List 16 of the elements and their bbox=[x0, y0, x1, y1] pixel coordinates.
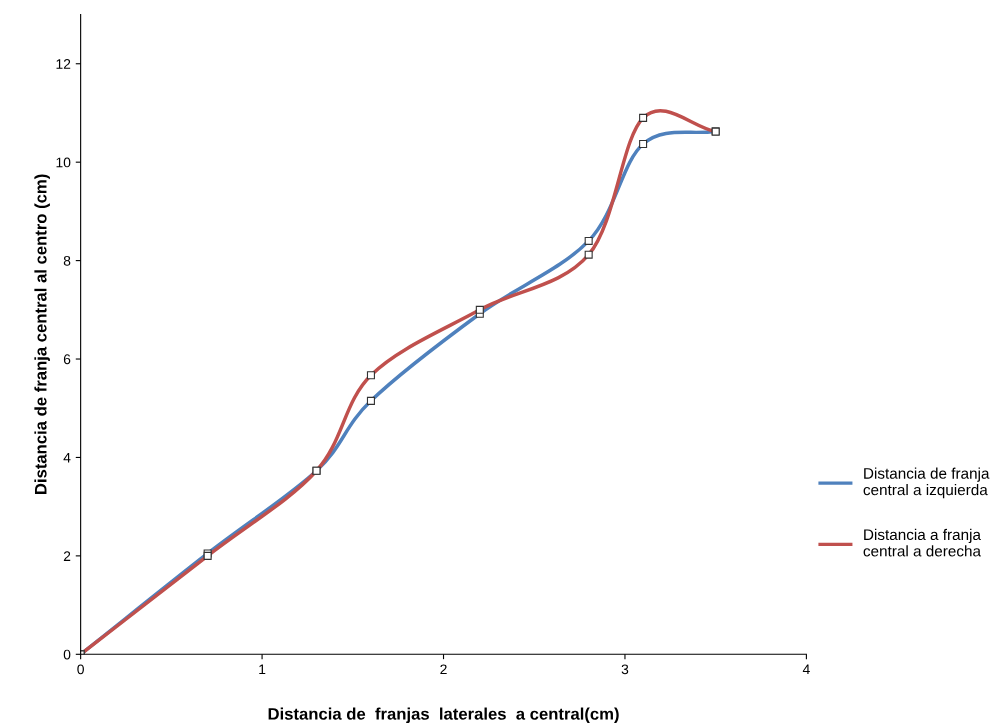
y-tick-label: 2 bbox=[63, 551, 71, 561]
y-axis-title: Distancia de franja central al centro (cm) bbox=[34, 174, 50, 494]
legend-label: Distancia de franja central a izquierda bbox=[863, 467, 990, 499]
x-tick-label: 3 bbox=[621, 664, 629, 675]
y-tick-label: 12 bbox=[56, 59, 71, 69]
y-tick-label: 0 bbox=[63, 649, 71, 660]
legend-label: Distancia a franja central a derecha bbox=[863, 528, 981, 557]
y-tick-label: 6 bbox=[63, 354, 71, 365]
x-tick-label: 1 bbox=[259, 664, 266, 675]
y-tick-label: 4 bbox=[63, 452, 71, 463]
x-axis-title: Distancia de franjas laterales a central(cm) bbox=[268, 707, 619, 724]
y-tick-label: 8 bbox=[63, 255, 71, 266]
x-tick-label: 4 bbox=[802, 664, 810, 675]
y-tick-label: 10 bbox=[56, 157, 71, 168]
x-tick-label: 2 bbox=[440, 664, 447, 675]
x-tick-label: 0 bbox=[77, 664, 84, 675]
